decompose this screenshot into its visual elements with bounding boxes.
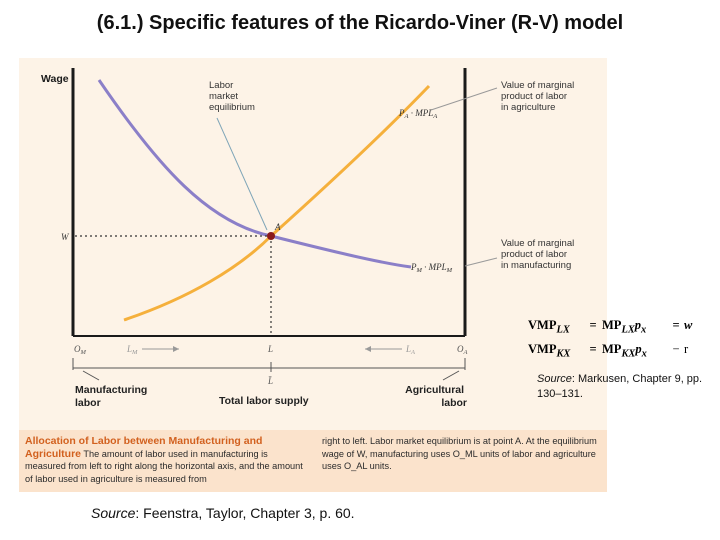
manufacturing-vmp-curve	[97, 79, 412, 269]
eq1-op: =	[672, 318, 680, 332]
eq1-rhs: MPLXpx	[602, 318, 647, 336]
eq2-lhs: VMPKX	[528, 342, 571, 360]
total-labor-supply-label: Total labor supply	[219, 395, 309, 407]
eq2-op: −	[672, 342, 680, 356]
wage-axis-label: Wage	[41, 73, 69, 85]
manu-curve-label: PM · MPLM	[410, 262, 453, 274]
equation-labor: VMPLX = MPLXpx = w	[528, 318, 708, 342]
mid-l-label: L	[267, 344, 273, 354]
eq1-result: w	[684, 318, 693, 332]
agriculture-vmp-curve	[123, 84, 431, 322]
source-feenstra: Source: Feenstra, Taylor, Chapter 3, p. …	[91, 505, 355, 521]
source-right-label: Source	[537, 373, 572, 385]
labor-allocation-figure: Wage Labor market equilibrium Value of m…	[19, 58, 607, 492]
eq1-lhs: VMPLX	[528, 318, 570, 336]
vmp-equations: VMPLX = MPLXpx = w VMPKX = MPKXpx − r	[528, 318, 708, 366]
wage-w-label: W	[61, 232, 70, 242]
caption-left-column: Allocation of Labor between Manufacturin…	[25, 435, 307, 485]
figure-caption: Allocation of Labor between Manufacturin…	[19, 430, 607, 492]
eq2-equals: =	[589, 342, 597, 356]
right-arrow-label: LA	[405, 344, 415, 356]
source-markusen: Source: Markusen, Chapter 9, pp. 130–131…	[537, 372, 712, 402]
left-arrow-label: LM	[126, 344, 138, 356]
eq-label-line-2: market	[209, 91, 238, 102]
eq-label-line-1: Labor	[209, 80, 233, 91]
equilibrium-leader-line	[216, 117, 268, 231]
agricultural-labor-label: Agricultural labor	[405, 384, 467, 409]
labor-allocation-diagram: Wage Labor market equilibrium Value of m…	[41, 68, 577, 409]
slide-title: (6.1.) Specific features of the Ricardo-…	[96, 12, 624, 34]
agri-labor-pointer	[442, 370, 460, 381]
source-bottom-text: : Feenstra, Taylor, Chapter 3, p. 60.	[135, 505, 355, 521]
eq2-result: r	[684, 342, 689, 356]
caption-right-column: right to left. Labor market equilibrium …	[322, 436, 597, 471]
manu-labor-pointer	[82, 370, 100, 381]
equation-capital: VMPKX = MPKXpx − r	[528, 342, 708, 366]
agri-curve-label: PA · MPLA	[398, 108, 437, 120]
manu-leader-line	[464, 257, 498, 267]
origin-manufacturing-label: OM	[74, 344, 87, 356]
labor-market-eq-label: Labor market equilibrium	[209, 80, 255, 113]
eq2-rhs: MPKXpx	[602, 342, 647, 360]
agri-leader-line	[430, 87, 498, 111]
source-bottom-label: Source	[91, 505, 136, 521]
caption-title: Allocation of Labor between Manufacturin…	[25, 435, 263, 460]
vmp-manu-label: Value of marginal product of labor in ma…	[501, 238, 577, 271]
equilibrium-point-a	[267, 232, 275, 240]
point-a-label: A	[274, 222, 281, 232]
origin-agriculture-label: OA	[457, 344, 468, 356]
vmp-agri-label: Value of marginal product of labor in ag…	[501, 80, 577, 113]
source-right-text: : Markusen, Chapter 9, pp. 130–131.	[537, 373, 703, 400]
caption-text-left: The amount of labor used in manufacturin…	[25, 448, 303, 484]
eq1-equals: =	[589, 318, 597, 332]
lbar-label: L̄	[267, 376, 273, 386]
manufacturing-labor-label: Manufacturing labor	[75, 384, 150, 409]
eq-label-line-3: equilibrium	[209, 102, 255, 113]
